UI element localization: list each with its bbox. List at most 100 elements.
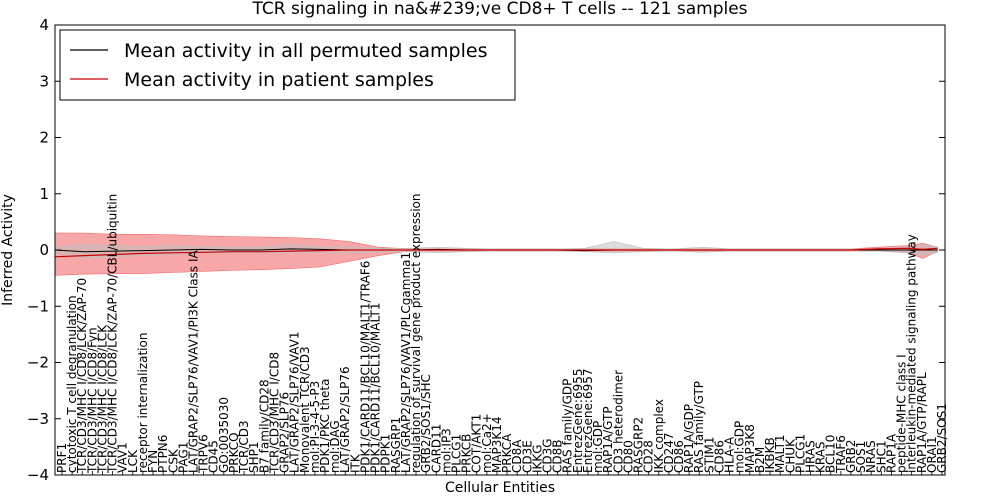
- x-tick-label: MALT1: [773, 434, 787, 473]
- x-tick-label: RASGRP1: [389, 417, 403, 473]
- x-tick-label: BCL10: [824, 435, 838, 473]
- x-tick-label: TCR/CD3/MHC I/CD8/Fyn: [85, 327, 99, 474]
- x-tick-label: VAV1: [116, 442, 130, 473]
- x-tick-label: SHP1: [247, 441, 261, 473]
- x-tick-label: CSK: [166, 448, 180, 473]
- x-tick-label: TRAF6: [834, 435, 848, 474]
- x-tick-label: LAT/GRAP2/SLP76/VAV1/PI3K Class IA: [187, 249, 201, 473]
- legend: Mean activity in all permuted samples Me…: [59, 29, 516, 101]
- y-tick-label: 0: [39, 241, 49, 259]
- x-tick-label: PDK1/CARD11/BCL10/MALT1: [369, 303, 383, 473]
- x-tick-label: PRKCA: [500, 433, 514, 473]
- x-tick-label: PRKCB: [460, 434, 474, 473]
- x-tick-label: RAP1A/GTP/RAPL: [915, 372, 929, 473]
- x-axis-label: Cellular Entities: [445, 480, 555, 496]
- x-tick-label: PTPN6: [156, 435, 170, 473]
- x-tick-label: regulation of survival gene product expr…: [409, 194, 423, 473]
- legend-label-patient: Mean activity in patient samples: [124, 69, 434, 91]
- x-tick-label: CD45: [207, 440, 221, 473]
- x-tick-label: PAG1: [176, 442, 190, 473]
- x-tick-label: mol:GDP: [733, 421, 747, 473]
- x-tick-label: FYN: [146, 450, 160, 473]
- x-tick-label: GO:0035030: [217, 397, 231, 473]
- x-tick-label: receptor internalization: [136, 333, 150, 473]
- x-tick-label: STIM1: [702, 437, 716, 473]
- x-tick-label: RASGRP2: [632, 417, 646, 473]
- x-tick-label: GRAP2/SLP76: [278, 392, 292, 473]
- x-tick-label: ORAI1: [925, 436, 939, 473]
- x-tick-label: CD3G: [541, 438, 555, 473]
- x-tick-label: CD247: [662, 432, 676, 473]
- x-tick-label: PRKCQ: [227, 432, 241, 473]
- x-tick-label: SHC1: [874, 440, 888, 473]
- patient-mean-line: [54, 247, 938, 258]
- x-tick-label: KRAS: [814, 441, 828, 473]
- x-tick-label: B7 family/CD28: [257, 379, 271, 473]
- x-tick-label: TCR/CD3/MHC I/CD8: [267, 352, 281, 474]
- x-tick-label: RAP1A/GDP: [682, 404, 696, 473]
- x-tick-label: LAT/GRAP2/SLP76/VAV1: [288, 332, 302, 473]
- x-tick-label: GRB2/SOS1/SHC: [419, 374, 433, 473]
- x-tick-label: mol:IP3: [439, 428, 453, 473]
- x-tick-label: PDK1/CARD11/BCL10/MALT1/TRAF6: [358, 261, 372, 473]
- x-tick-label: MAP3K8: [743, 424, 757, 473]
- x-tick-label: PRF1: [55, 443, 69, 473]
- x-tick-label: ITK: [348, 453, 362, 473]
- x-tick-label: HLA-A: [723, 436, 737, 473]
- y-tick-label: −4: [27, 466, 49, 484]
- y-tick-label: −1: [27, 297, 49, 315]
- x-tick-label: TCR/CD3/MHC I/CD8/LCK/ZAP-70/CBL/ubiquit…: [106, 194, 120, 474]
- x-tick-label: CARD11: [429, 424, 443, 473]
- y-tick-label: 4: [39, 16, 49, 34]
- chart-title: TCR signaling in na&#239;ve CD8+ T cells…: [251, 0, 747, 19]
- y-tick-label: 1: [39, 185, 49, 203]
- x-tick-label: B2M: [753, 447, 767, 473]
- x-tick-label: Monovalent TCR/CD3: [298, 346, 312, 473]
- x-tick-label: EntrezGene:6955: [571, 369, 585, 474]
- x-tick-label: mol:PI-3-4-5-P3: [308, 381, 322, 473]
- x-tick-label: MAP3K14: [490, 416, 504, 473]
- x-tick-label: PLCG1: [793, 434, 807, 473]
- line-layer: [54, 247, 938, 258]
- x-tick-label: GRB2: [844, 439, 858, 473]
- x-tick-label: RAS family/GTP: [692, 381, 706, 473]
- x-tick-label: LAT/GRAP2/SLP76: [338, 366, 352, 473]
- x-tick-label: TCR/CD3: [237, 420, 251, 474]
- x-tick-label: LCK: [126, 449, 140, 473]
- x-tick-label: mol:Ca2+: [480, 413, 494, 473]
- x-tick-label: CD86: [672, 440, 686, 473]
- x-tick-label: CD8B: [551, 440, 565, 474]
- x-tick-label: CD3 heterodimer: [611, 370, 625, 473]
- x-tick-label: PDK1/PKC theta: [318, 379, 332, 473]
- y-tick-label: −3: [27, 410, 49, 428]
- x-tick-label: GRB2/SOS1: [935, 403, 949, 473]
- x-tick-label: CD80: [621, 440, 635, 473]
- x-tick-label: CD8A: [510, 439, 524, 473]
- x-tick-label: PDPK1: [379, 434, 393, 473]
- x-tick-label: IKBKB: [763, 437, 777, 473]
- x-tick-label: COT/AKT1: [470, 414, 484, 473]
- x-tick-label: CD86: [713, 440, 727, 473]
- y-tick-label: −2: [27, 354, 49, 372]
- x-tick-label: CD28: [642, 440, 656, 473]
- y-tick-label: 2: [39, 129, 49, 147]
- y-tick-label: 3: [39, 72, 49, 90]
- x-tick-label: mol:GDP: [591, 421, 605, 473]
- legend-box: [59, 29, 516, 101]
- x-tick-label: EntrezGene:6957: [581, 369, 595, 474]
- x-tick-label: NRAS: [864, 440, 878, 473]
- x-tick-label: CHUK: [783, 438, 797, 473]
- x-tick-label: RAP1A: [884, 433, 898, 473]
- x-tick-label: SOS1: [854, 441, 868, 473]
- x-tick-label: RAP1A/GTP: [601, 406, 615, 473]
- x-tick-label: cytotoxic T cell degranulation: [65, 295, 79, 473]
- x-tick-label: mol:DAG: [328, 420, 342, 473]
- x-tick-label: PLCG1: [450, 434, 464, 473]
- x-tick-label: IKK complex: [652, 399, 666, 473]
- y-axis-ticks: −4 −3 −2 −1 0 1 2 3 4: [27, 16, 945, 484]
- x-tick-label: interleukin-mediated signaling pathway: [905, 234, 919, 473]
- y-axis-label: Inferred Activity: [0, 194, 16, 306]
- x-tick-label: TCR/CD3/MHC I/CD8/LCK: [96, 324, 110, 474]
